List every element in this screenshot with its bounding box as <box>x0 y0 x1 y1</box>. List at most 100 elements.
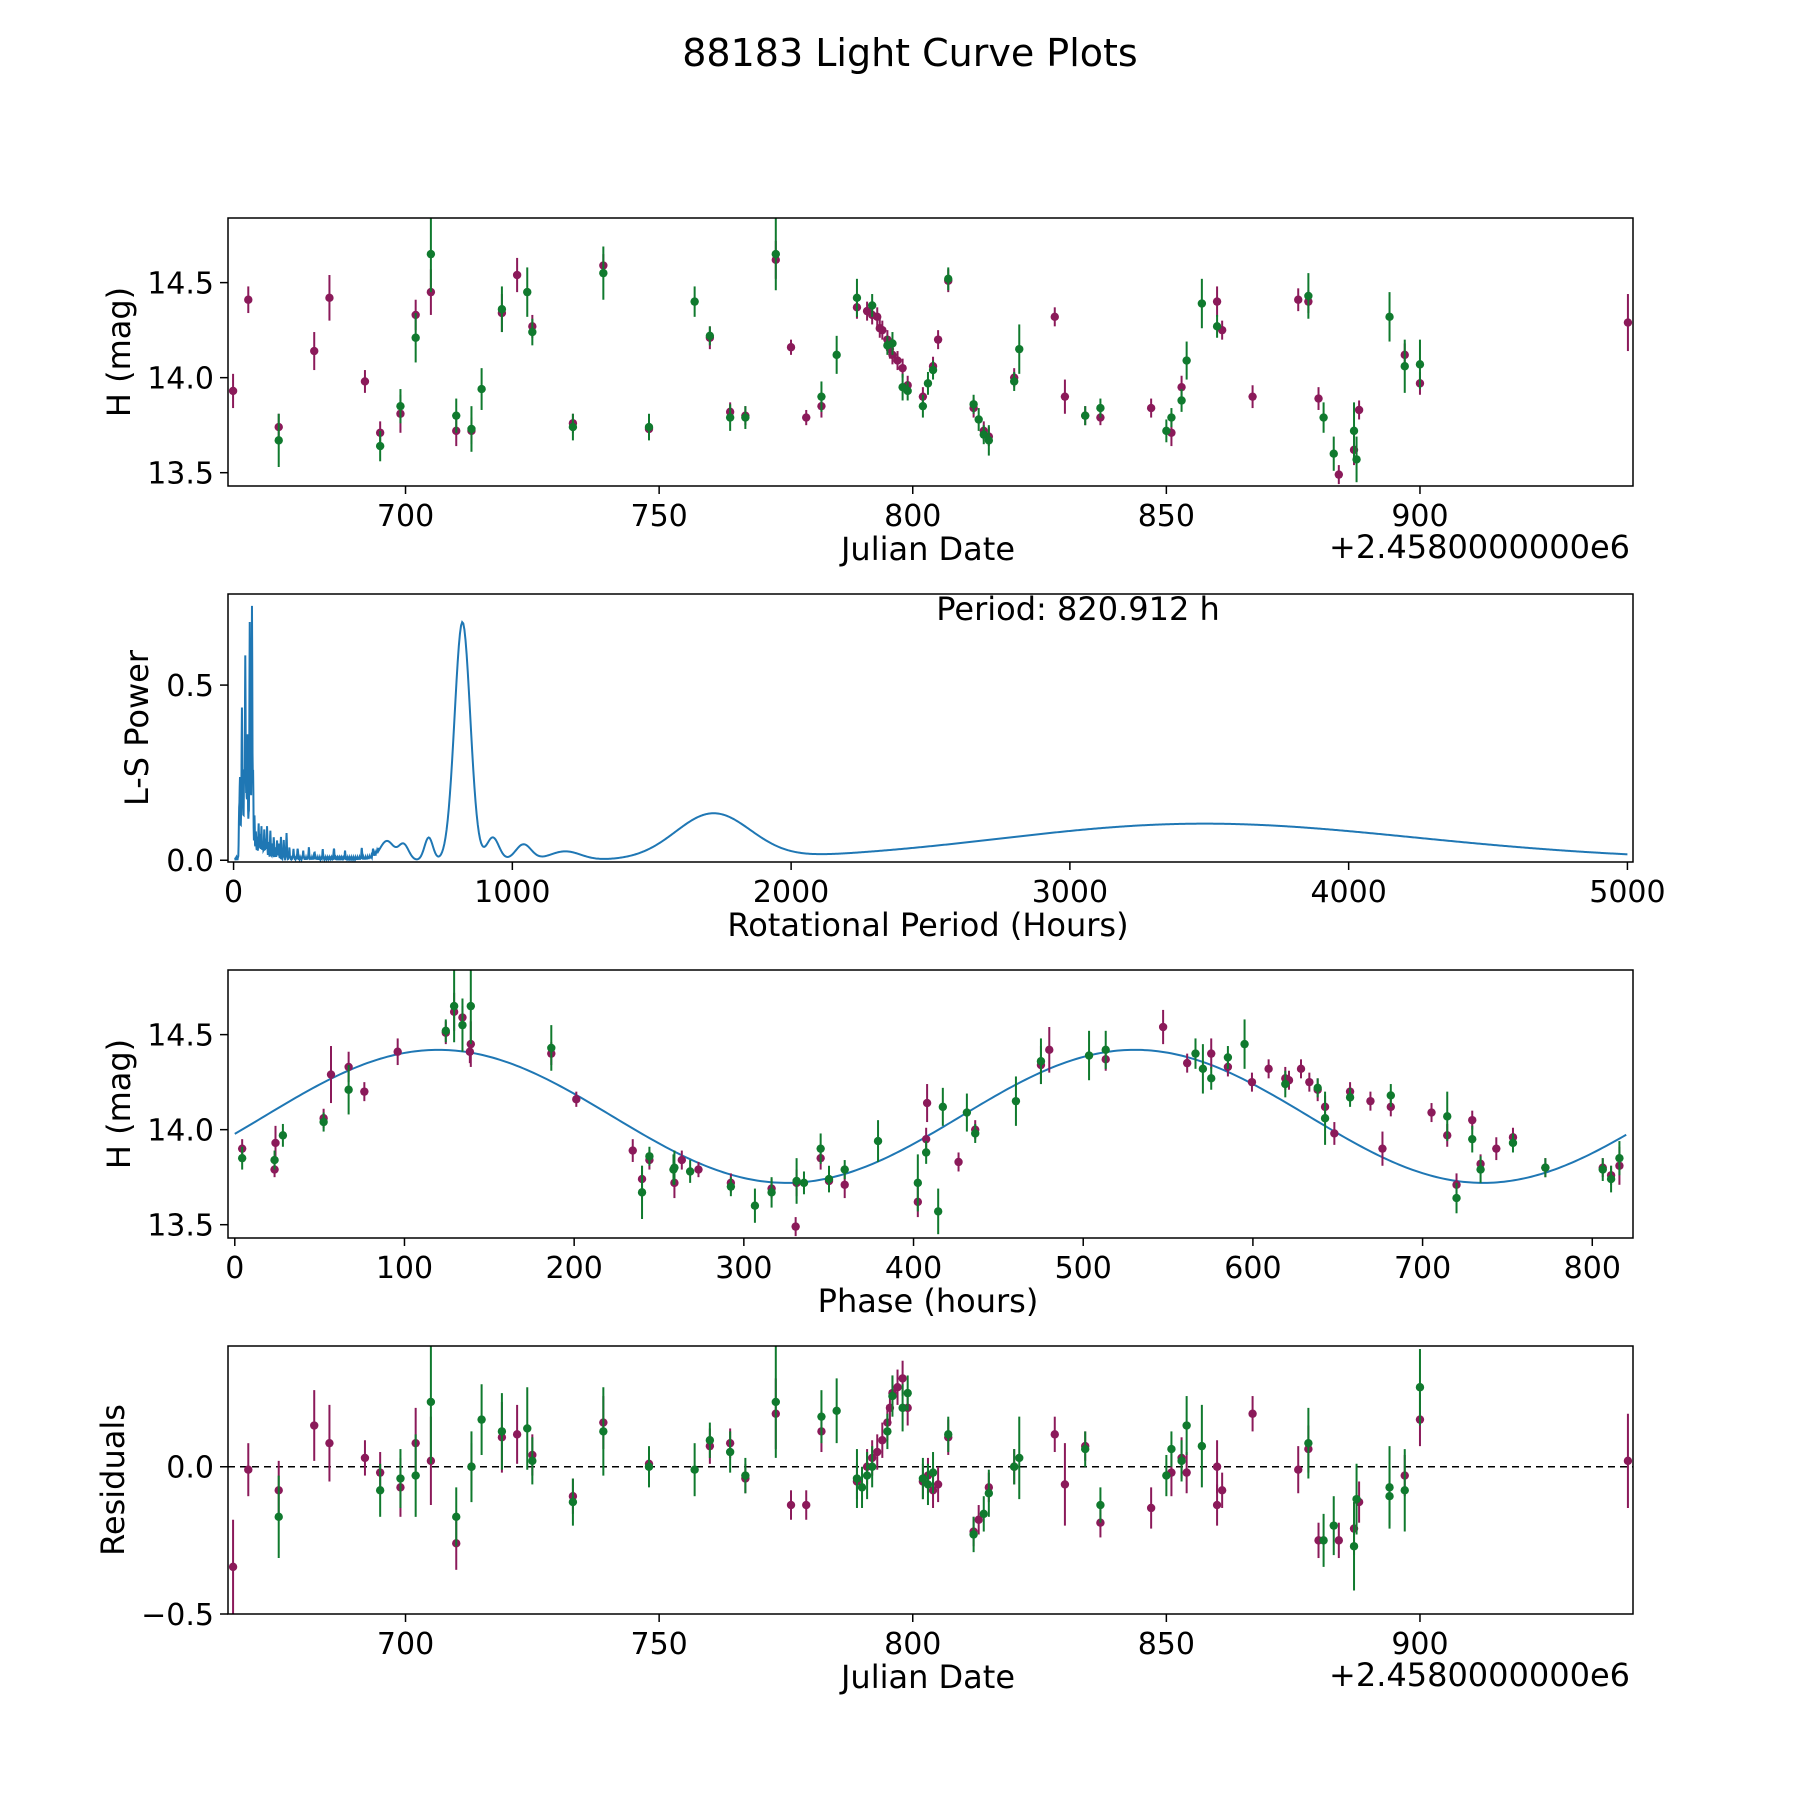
residuals-point-magenta <box>878 1436 887 1445</box>
phased-xtick-label: 200 <box>546 1251 603 1286</box>
figure-title: 88183 Light Curve Plots <box>682 31 1137 75</box>
phased-point-magenta <box>922 1098 932 1108</box>
phased-point-magenta <box>1366 1096 1375 1106</box>
phased-point-magenta <box>393 1047 402 1056</box>
lightcurve-point-magenta <box>1146 403 1156 413</box>
residuals-offset-label: +2.4580000000e6 <box>1329 1656 1630 1694</box>
lightcurve-point-green <box>741 413 750 422</box>
phased-ytick-label: 14.5 <box>147 1019 214 1054</box>
phased-point-green <box>824 1174 834 1184</box>
lightcurve-xlabel: Julian Date <box>839 530 1015 568</box>
phased-xtick-label: 100 <box>376 1251 433 1286</box>
lightcurve-point-magenta <box>1314 394 1323 403</box>
lightcurve-point-green <box>1304 291 1313 301</box>
lightcurve-point-green <box>1015 344 1024 354</box>
phased-xtick-label: 500 <box>1055 1251 1112 1286</box>
periodogram-xtick-label: 4000 <box>1310 875 1386 910</box>
phased-point-green <box>1468 1134 1477 1144</box>
phased-point-magenta <box>360 1087 369 1096</box>
residuals-point-green <box>1162 1471 1171 1480</box>
residuals-point-green <box>741 1471 750 1480</box>
phased-point-green <box>319 1117 328 1127</box>
residuals-point-green <box>705 1436 715 1445</box>
lightcurve-point-magenta <box>310 346 319 356</box>
residuals-point-green <box>979 1509 988 1519</box>
lightcurve-point-green <box>477 384 486 394</box>
residuals-point-magenta <box>873 1447 882 1457</box>
residuals-point-green <box>396 1474 405 1483</box>
residuals-point-green <box>1081 1444 1090 1454</box>
lightcurve-point-green <box>1415 360 1425 369</box>
lightcurve-point-green <box>599 268 608 278</box>
phased-point-green <box>1313 1083 1322 1093</box>
residuals-point-magenta <box>1182 1468 1191 1477</box>
lightcurve-point-green <box>411 333 420 342</box>
phased-point-green <box>637 1188 647 1197</box>
lightcurve-point-green <box>1096 403 1105 413</box>
residuals-point-magenta <box>1334 1536 1344 1545</box>
phased-point-green <box>1191 1049 1200 1058</box>
lightcurve-ytick-label: 13.5 <box>147 457 214 492</box>
lightcurve-point-green <box>903 386 912 396</box>
lightcurve-point-green <box>568 422 578 432</box>
phased-point-green <box>1084 1051 1094 1060</box>
residuals-point-magenta <box>244 1465 253 1474</box>
residuals-point-green <box>1329 1521 1338 1530</box>
phased-point-green <box>938 1102 948 1112</box>
phased-point-magenta <box>1296 1064 1306 1074</box>
residuals-point-green <box>883 1427 892 1436</box>
lightcurve-ticks: 700 750 800 850 900 13.5 14.0 14.5 <box>147 267 1448 534</box>
lightcurve-point-green <box>832 350 841 360</box>
phased-xtick-label: 300 <box>715 1251 772 1286</box>
periodogram-ylabel: L-S Power <box>118 649 156 806</box>
residuals-point-magenta <box>1217 1486 1227 1495</box>
residuals-point-magenta <box>933 1480 943 1489</box>
phased-point-green <box>1598 1165 1607 1174</box>
periodogram-ytick-label: 0.5 <box>166 669 214 704</box>
residuals-point-green <box>644 1462 654 1471</box>
residuals-point-green <box>903 1388 912 1398</box>
phased-xtick-label: 400 <box>885 1251 942 1286</box>
phased-point-green <box>1011 1096 1021 1106</box>
residuals-point-magenta <box>325 1438 334 1448</box>
residuals-ticks: 700 750 800 850 900 −0.5 0.0 <box>141 1451 1448 1662</box>
lightcurve-xtick-label: 800 <box>884 499 941 534</box>
residuals-point-green <box>426 1397 436 1407</box>
lightcurve-point-magenta <box>1354 405 1364 415</box>
lightcurve-point-green <box>1352 455 1361 464</box>
lightcurve-point-magenta <box>1050 312 1059 322</box>
residuals-point-green <box>923 1480 933 1489</box>
lightcurve-point-green <box>274 436 283 445</box>
phased-point-green <box>547 1043 556 1053</box>
phased-point-magenta <box>954 1157 963 1167</box>
lightcurve-point-magenta <box>228 386 238 396</box>
phased-point-magenta <box>1207 1049 1216 1058</box>
phased-point-green <box>1223 1053 1233 1062</box>
phased-point-green <box>873 1136 883 1146</box>
lightcurve-point-green <box>1167 413 1176 422</box>
phased-point-green <box>1320 1114 1330 1123</box>
lightcurve-point-green <box>867 301 877 310</box>
residuals-point-green <box>857 1483 867 1492</box>
lightcurve-point-magenta <box>1294 295 1303 304</box>
residuals-point-green <box>969 1530 978 1539</box>
residuals-point-green <box>467 1462 476 1471</box>
lightcurve-point-green <box>1319 413 1328 422</box>
residuals-point-green <box>1096 1500 1105 1510</box>
phased-point-green <box>1541 1163 1550 1172</box>
phased-ticks: 0 100 200 300 400 500 600 700 800 13.5 14.0 14.5 <box>147 1019 1621 1286</box>
phased-point-green <box>1207 1074 1216 1083</box>
periodogram-ytick-label: 0.0 <box>166 844 214 879</box>
phased-point-green <box>1345 1093 1355 1102</box>
residuals-point-green <box>817 1412 826 1421</box>
lightcurve-point-green <box>979 430 988 439</box>
periodogram-line <box>234 605 1628 862</box>
residuals-xlabel: Julian Date <box>839 1658 1015 1696</box>
phased-point-magenta <box>1427 1108 1436 1117</box>
lightcurve-plot-area <box>228 218 1633 485</box>
lightcurve-point-magenta <box>1177 382 1186 392</box>
phased-point-green <box>913 1178 923 1188</box>
phased-point-green <box>921 1148 931 1157</box>
residuals-point-green <box>867 1462 877 1471</box>
lightcurve-point-green <box>1177 396 1186 405</box>
